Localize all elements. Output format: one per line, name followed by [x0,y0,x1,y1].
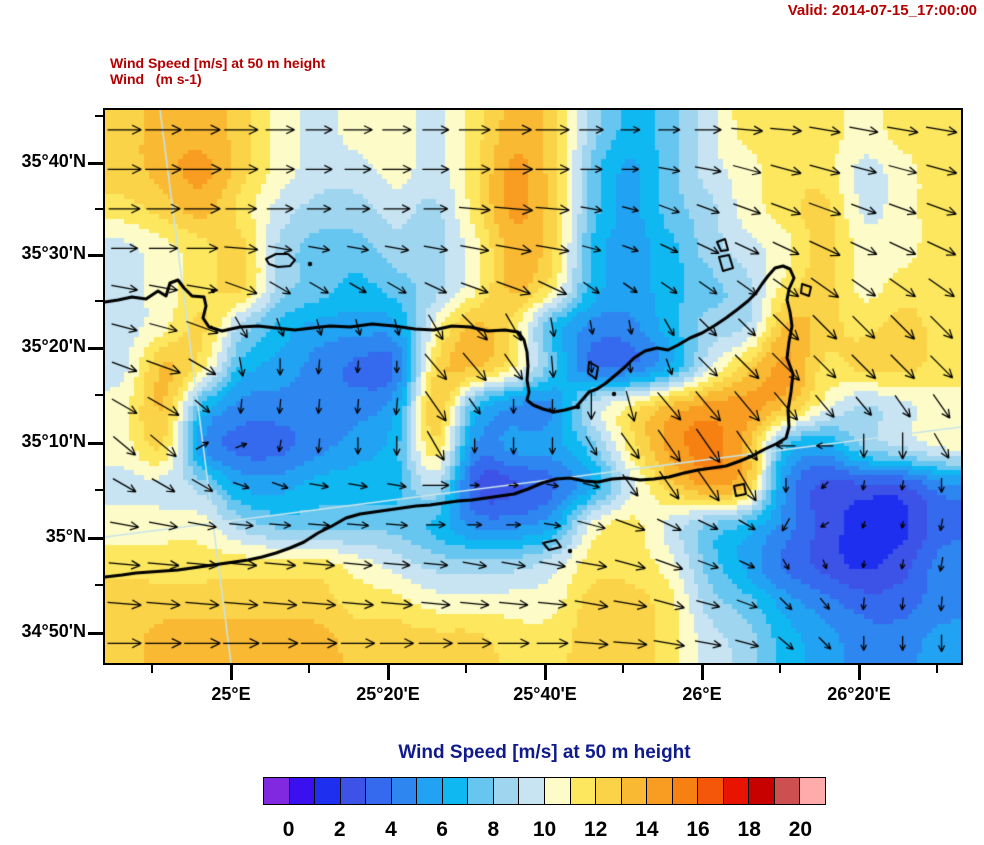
colorbar-segment [799,777,827,805]
lon-minor-tick [622,665,624,673]
lat-axis-label: 35°10'N [21,431,86,451]
lat-major-tick [88,632,103,635]
colorbar-segment [773,777,801,805]
colorbar-tick-label: 12 [583,818,608,841]
colorbar-segment [620,777,648,805]
colorbar-segment [416,777,443,805]
colorbar-segment [748,777,775,805]
colorbar-segment [365,777,392,805]
colorbar [263,777,827,805]
colorbar-tick-label: 0 [282,818,295,841]
lon-minor-tick [779,665,781,673]
colorbar-tick-label: 14 [635,818,659,841]
lat-minor-tick [95,208,103,210]
lon-major-tick [230,665,233,680]
colorbar-tick-label: 6 [436,818,448,841]
lat-axis-label: 35°20'N [21,336,86,356]
lon-major-tick [544,665,547,680]
colorbar-tick-label: 8 [487,818,500,841]
lon-major-tick [387,665,390,680]
lat-axis-label: 34°50'N [21,621,86,641]
colorbar-segment [390,777,418,805]
lon-axis-label: 25°20'E [356,684,420,704]
lon-axis-label: 25°E [211,684,251,704]
lat-major-tick [88,347,103,350]
map-plot-frame [103,108,963,665]
lat-major-tick [88,254,103,257]
colorbar-segment [314,777,341,805]
colorbar-segment [263,777,290,805]
colorbar-tick-label: 4 [385,818,397,841]
lat-minor-tick [95,300,103,302]
colorbar-tick-label: 20 [788,818,813,841]
lat-minor-tick [95,115,103,117]
colorbar-segment [492,777,520,805]
colorbar-segment [441,777,469,805]
colorbar-tick-label: 10 [532,818,557,841]
colorbar-segment [288,777,316,805]
colorbar-segment [671,777,699,805]
colorbar-segment [722,777,750,805]
colorbar-segment [646,777,673,805]
colorbar-segment [518,777,546,805]
lon-axis-label: 26°20'E [827,684,891,704]
colorbar-segment [697,777,724,805]
colorbar-tick-label: 18 [737,818,761,841]
colorbar-tick-label: 16 [686,818,710,841]
lat-minor-tick [95,394,103,396]
lat-major-tick [88,162,103,165]
wind-field-canvas [105,110,961,663]
lat-minor-tick [95,584,103,586]
lat-minor-tick [95,489,103,491]
map-title-line1: Wind Speed [m/s] at 50 m height [110,55,326,71]
lat-axis-label: 35°N [45,526,86,546]
lon-major-tick [701,665,704,680]
lon-minor-tick [936,665,938,673]
lon-minor-tick [308,665,310,673]
lat-axis-label: 35°40'N [21,151,86,171]
lon-minor-tick [151,665,153,673]
lat-major-tick [88,537,103,540]
map-title-line2: Wind (m s-1) [110,71,202,87]
colorbar-title: Wind Speed [m/s] at 50 m height [398,742,691,763]
colorbar-segment [569,777,597,805]
colorbar-segment [467,777,494,805]
valid-timestamp: Valid: 2014-07-15_17:00:00 [787,2,977,19]
lon-axis-label: 25°40'E [513,684,577,704]
lon-major-tick [858,665,861,680]
colorbar-tick-label: 2 [333,818,346,841]
lat-axis-label: 35°30'N [21,243,86,263]
lat-major-tick [88,442,103,445]
lon-minor-tick [465,665,467,673]
colorbar-segment [339,777,367,805]
lon-axis-label: 26°E [682,684,722,704]
colorbar-segment [595,777,622,805]
colorbar-segment [544,777,571,805]
